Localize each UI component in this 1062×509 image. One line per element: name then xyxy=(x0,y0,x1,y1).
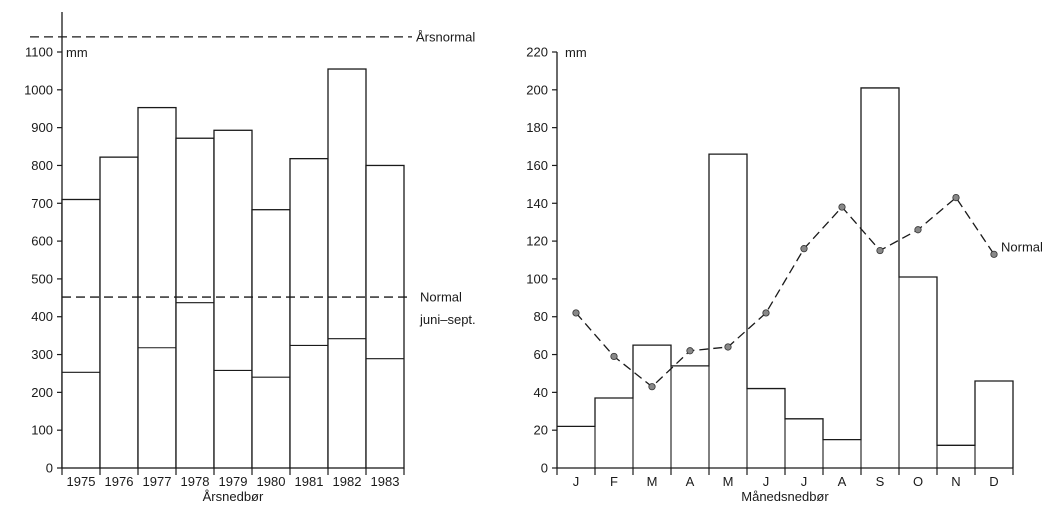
right-y-tick-label: 160 xyxy=(526,158,548,173)
normal-series-point xyxy=(800,245,808,253)
left-y-tick-label: 1000 xyxy=(24,82,53,97)
annual-bar xyxy=(61,198,101,469)
left-x-tick-label: 1980 xyxy=(257,474,286,489)
right-x-tick-label: F xyxy=(610,474,618,489)
left-y-tick-label: 400 xyxy=(31,309,53,324)
right-y-unit: mm xyxy=(565,45,587,60)
annual-bar xyxy=(213,129,253,469)
left-y-tick-label: 600 xyxy=(31,234,53,249)
left-y-tick-label: 800 xyxy=(31,158,53,173)
left-y-tick-label: 0 xyxy=(46,461,53,476)
right-y-tick-label: 0 xyxy=(541,461,548,476)
normal-series-point xyxy=(648,383,656,391)
left-y-tick-label: 200 xyxy=(31,385,53,400)
right-y-tick-label: 100 xyxy=(526,271,548,286)
right-x-tick-label: J xyxy=(801,474,808,489)
annual-bar xyxy=(137,106,177,469)
left-x-tick-label: 1981 xyxy=(295,474,324,489)
monthly-precip-outline xyxy=(557,87,1014,468)
right-x-tick-label: O xyxy=(913,474,923,489)
annual-normal-label: Årsnormal xyxy=(416,29,475,44)
left-x-tick-label: 1978 xyxy=(181,474,210,489)
right-y-tick-label: 120 xyxy=(526,234,548,249)
left-y-tick-label: 100 xyxy=(31,423,53,438)
normal-series-point xyxy=(762,309,770,317)
annual-bar xyxy=(99,156,139,469)
left-y-tick-label: 500 xyxy=(31,271,53,286)
summer-normal-label: Normal xyxy=(420,290,462,305)
left-x-tick-label: 1975 xyxy=(67,474,96,489)
right-x-tick-label: M xyxy=(647,474,658,489)
right-y-tick-label: 140 xyxy=(526,196,548,211)
normal-series-point xyxy=(876,246,884,255)
left-y-unit: mm xyxy=(66,45,88,60)
right-x-tick-label: J xyxy=(573,474,580,489)
annual-bar xyxy=(289,157,329,469)
annual-bar xyxy=(327,68,367,469)
left-x-tick-label: 1979 xyxy=(219,474,248,489)
left-y-tick-label: 300 xyxy=(31,347,53,362)
left-x-caption: Årsnedbør xyxy=(203,489,264,504)
right-x-tick-label: S xyxy=(876,474,885,489)
normal-series-point xyxy=(914,226,922,234)
right-y-tick-label: 220 xyxy=(526,45,548,60)
left-x-tick-label: 1977 xyxy=(143,474,172,489)
left-y-tick-label: 700 xyxy=(31,196,53,211)
right-y-tick-label: 200 xyxy=(526,82,548,97)
left-x-tick-label: 1983 xyxy=(371,474,400,489)
right-x-tick-label: A xyxy=(686,474,695,489)
right-x-tick-label: A xyxy=(838,474,847,489)
right-y-tick-label: 60 xyxy=(534,347,548,362)
annual-bar xyxy=(251,209,291,469)
left-y-tick-label: 900 xyxy=(31,120,53,135)
right-x-tick-label: J xyxy=(763,474,770,489)
right-x-caption: Månedsnedbør xyxy=(741,489,829,504)
right-x-tick-label: N xyxy=(951,474,960,489)
left-y-tick-label: 1100 xyxy=(25,45,53,60)
normal-series-line xyxy=(575,196,995,388)
right-y-tick-label: 40 xyxy=(534,385,548,400)
normal-series-point xyxy=(990,250,998,258)
normal-series-point xyxy=(724,343,732,351)
summer-normal-sublabel: juni–sept. xyxy=(419,312,476,327)
left-x-tick-label: 1976 xyxy=(105,474,134,489)
right-y-tick-label: 180 xyxy=(526,120,548,135)
normal-series-label: Normal xyxy=(1001,239,1043,254)
normal-series-point xyxy=(838,203,846,211)
right-y-tick-label: 80 xyxy=(534,309,548,324)
right-y-tick-label: 20 xyxy=(534,423,548,438)
normal-series-point xyxy=(952,194,960,202)
normal-series-point xyxy=(610,352,618,361)
right-x-tick-label: D xyxy=(989,474,998,489)
left-x-tick-label: 1982 xyxy=(333,474,362,489)
right-x-tick-label: M xyxy=(723,474,734,489)
normal-series-point xyxy=(686,347,694,355)
normal-series-point xyxy=(572,309,580,317)
annual-bar xyxy=(365,164,405,469)
